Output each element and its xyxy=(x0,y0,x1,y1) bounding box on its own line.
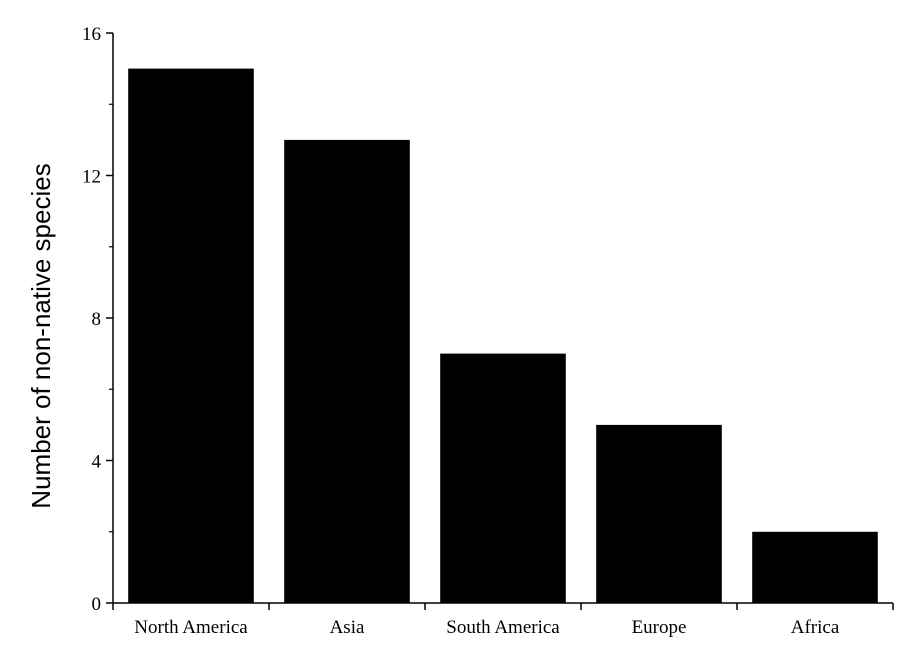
bars-group xyxy=(128,68,878,604)
y-tick-label: 16 xyxy=(82,24,101,45)
x-tick-label: Africa xyxy=(791,617,840,638)
bar-south-america xyxy=(440,353,566,603)
x-tick-label: Europe xyxy=(632,617,687,638)
y-tick-label: 12 xyxy=(82,167,101,188)
y-tick-label: 8 xyxy=(92,309,102,330)
bar-asia xyxy=(284,139,410,603)
x-tick-label: South America xyxy=(446,617,560,638)
y-axis: 0 4 8 12 16 xyxy=(82,24,114,615)
bar-africa xyxy=(752,531,878,604)
x-axis: North America Asia South America Europe Afri… xyxy=(112,602,894,638)
y-tick-label: 4 xyxy=(92,452,102,473)
bar-north-america xyxy=(128,68,254,604)
x-tick-label: North America xyxy=(134,617,248,638)
y-tick-label: 0 xyxy=(92,594,102,615)
x-tick-label: Asia xyxy=(330,617,365,638)
bar-europe xyxy=(596,424,722,603)
y-axis-title: Number of non-native species xyxy=(26,163,56,508)
